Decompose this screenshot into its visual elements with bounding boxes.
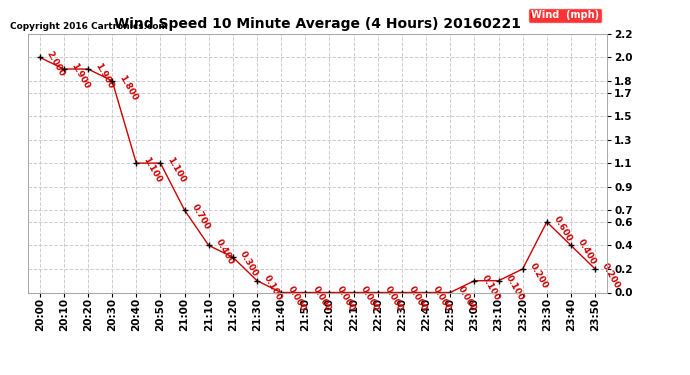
Text: 0.000: 0.000 <box>455 285 477 314</box>
Text: Copyright 2016 Cartronics.com: Copyright 2016 Cartronics.com <box>10 22 168 31</box>
Text: 0.600: 0.600 <box>552 214 574 243</box>
Text: 0.400: 0.400 <box>214 238 236 267</box>
Title: Wind Speed 10 Minute Average (4 Hours) 20160221: Wind Speed 10 Minute Average (4 Hours) 2… <box>114 17 521 31</box>
Text: 0.400: 0.400 <box>576 238 598 267</box>
Text: 0.100: 0.100 <box>480 273 502 302</box>
Text: 0.300: 0.300 <box>238 249 260 278</box>
Text: 0.100: 0.100 <box>262 273 284 302</box>
Text: 1.100: 1.100 <box>166 156 188 184</box>
Legend: Wind  (mph): Wind (mph) <box>529 8 602 23</box>
Text: 0.000: 0.000 <box>310 285 333 314</box>
Text: 1.800: 1.800 <box>117 73 139 102</box>
Text: 1.900: 1.900 <box>93 62 115 90</box>
Text: 0.200: 0.200 <box>528 261 550 290</box>
Text: 0.000: 0.000 <box>383 285 405 314</box>
Text: 1.900: 1.900 <box>69 62 91 90</box>
Text: 0.000: 0.000 <box>431 285 453 314</box>
Text: 0.200: 0.200 <box>600 261 622 290</box>
Text: 1.100: 1.100 <box>141 156 164 184</box>
Text: 0.000: 0.000 <box>335 285 357 314</box>
Text: 2.000: 2.000 <box>45 50 67 78</box>
Text: 0.100: 0.100 <box>504 273 526 302</box>
Text: 0.000: 0.000 <box>359 285 381 314</box>
Text: 0.000: 0.000 <box>286 285 308 314</box>
Text: 0.000: 0.000 <box>407 285 429 314</box>
Text: 0.700: 0.700 <box>190 202 212 231</box>
